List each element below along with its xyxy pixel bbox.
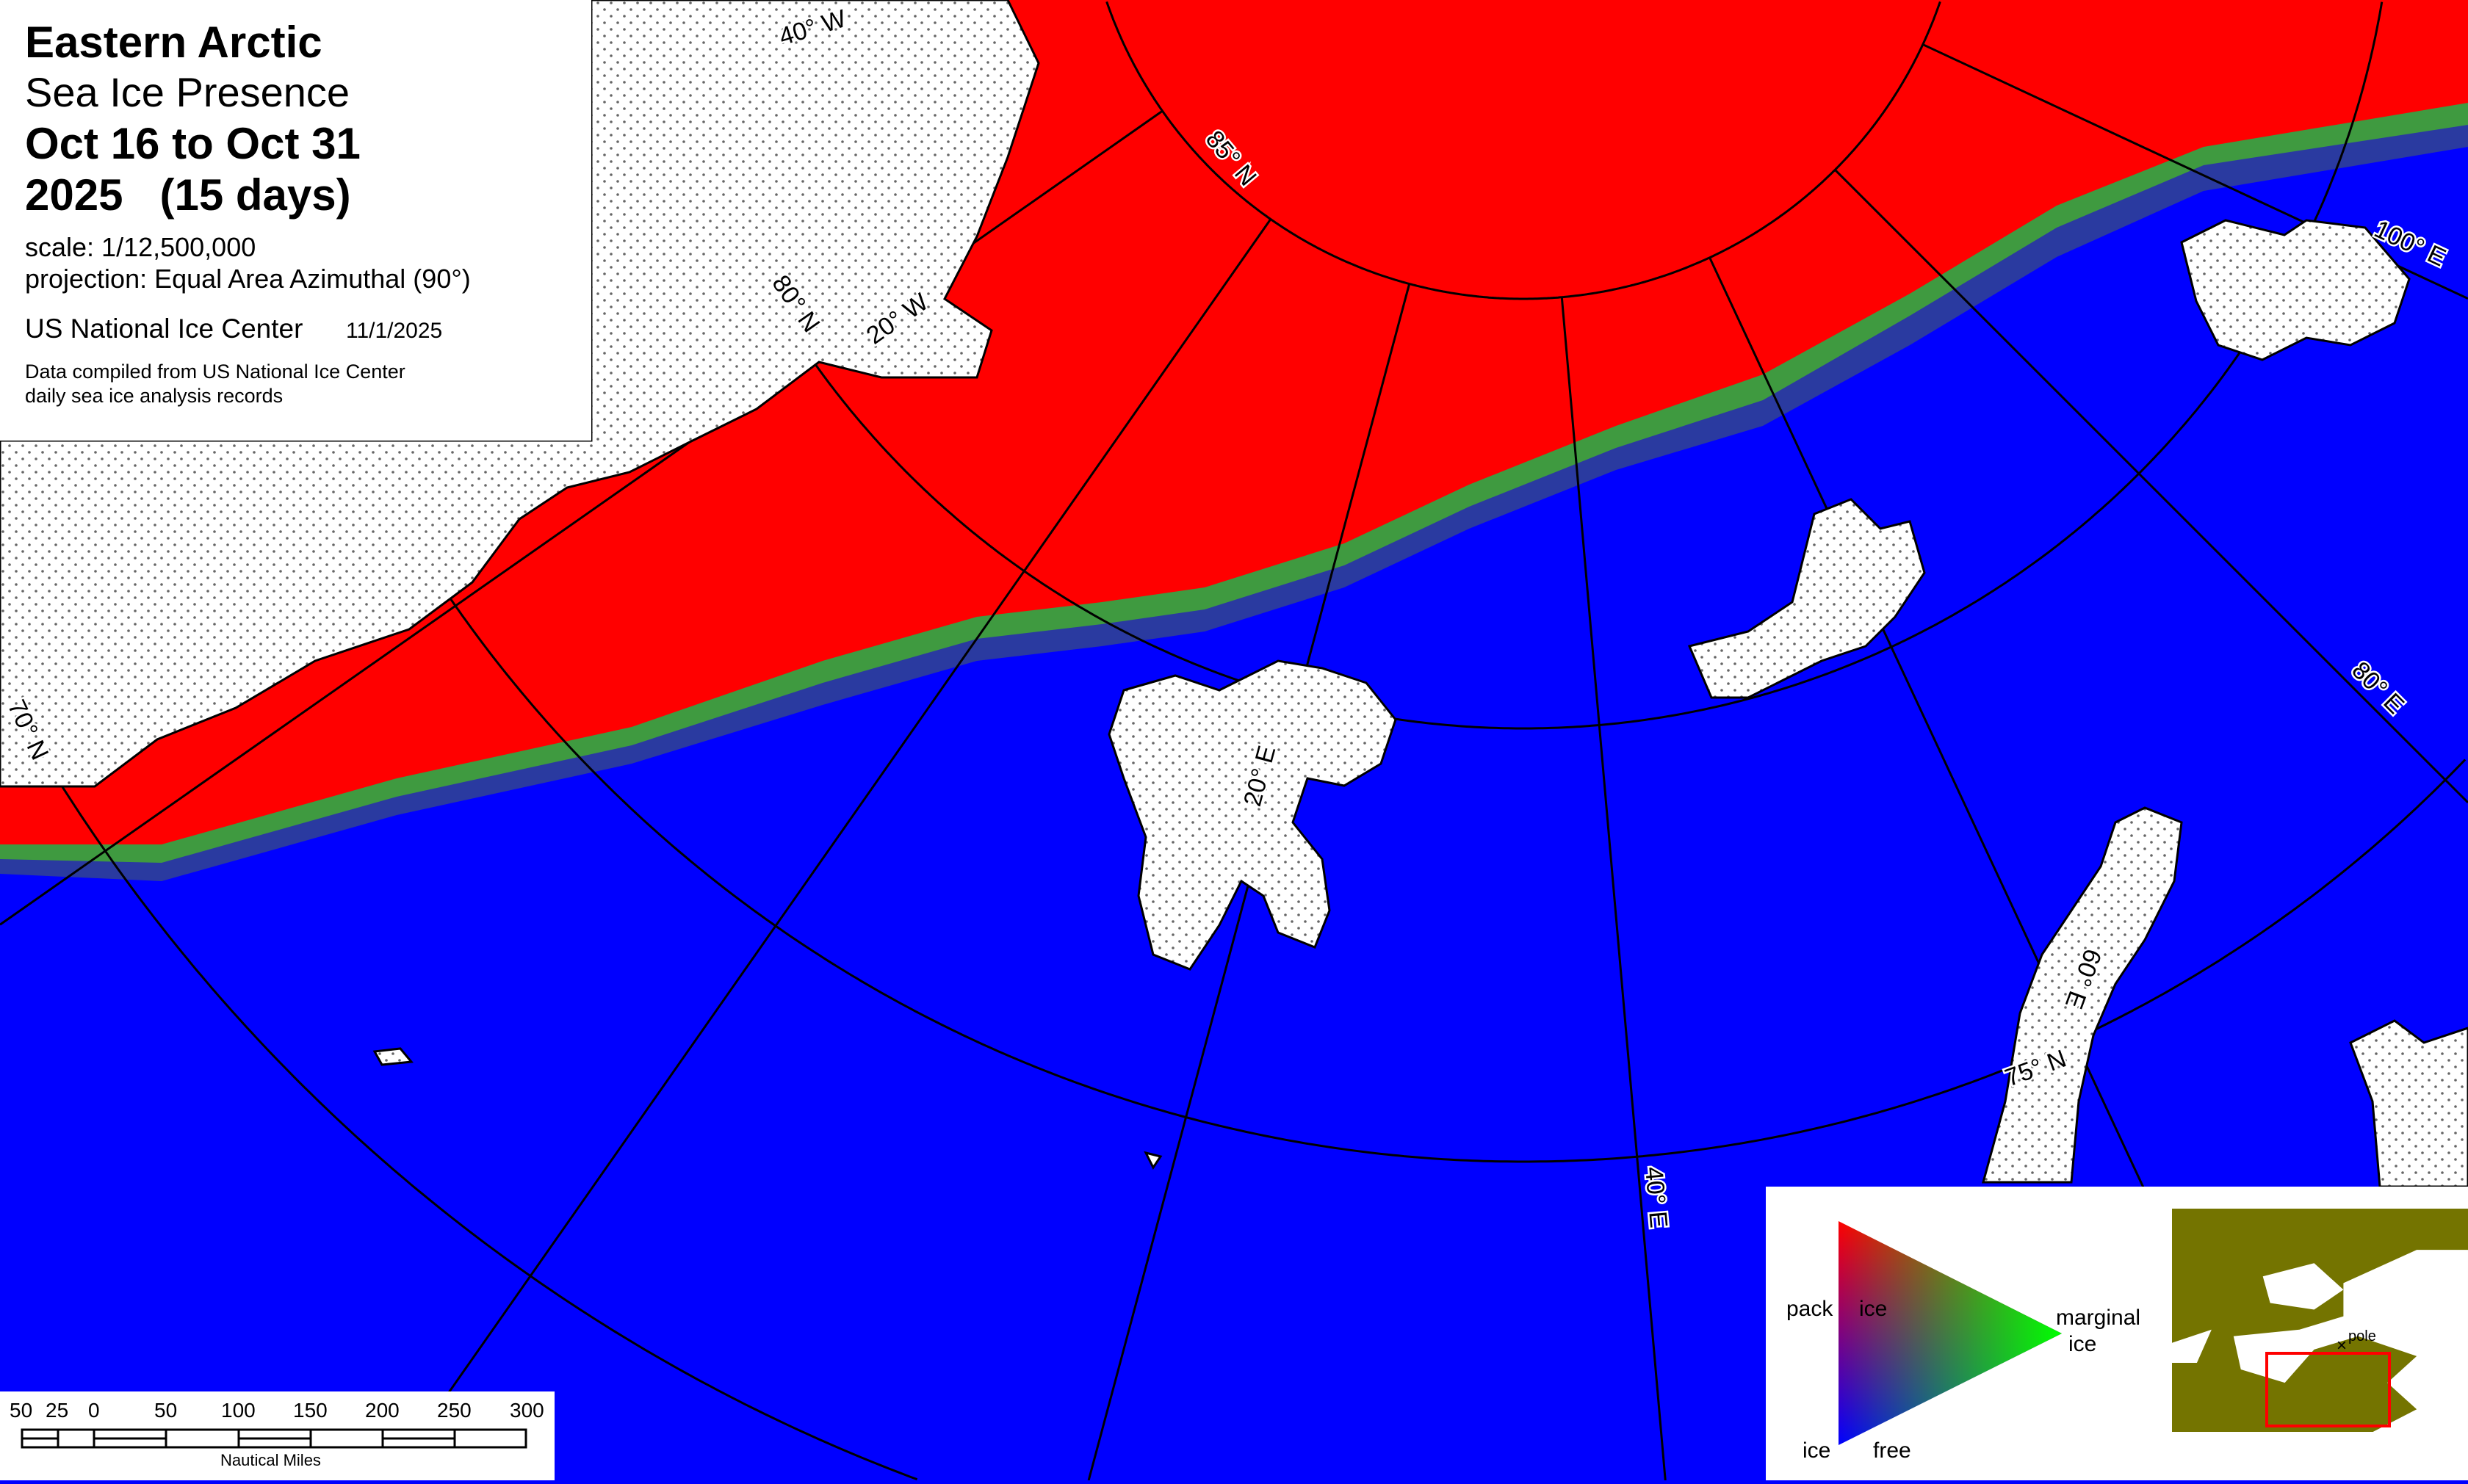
meridian-line xyxy=(1834,169,2468,804)
scale-unit: Nautical Miles xyxy=(220,1451,321,1469)
label-40e: 40° E xyxy=(1639,1165,1673,1229)
scale-tick: 50 xyxy=(10,1399,33,1422)
map-title: Eastern Arctic xyxy=(25,18,322,67)
inset-extent-box xyxy=(2265,1352,2391,1427)
meridian-line xyxy=(386,218,1272,1480)
severnaya-zemlya xyxy=(2180,219,2411,361)
legend-graphic: × xyxy=(1839,1209,2468,1445)
year-days: 2025 (15 days) xyxy=(25,170,351,220)
taymyr-coast xyxy=(2349,1019,2468,1188)
scale-tick: 25 xyxy=(46,1399,69,1422)
greenland xyxy=(0,0,1040,788)
legend-marginal-ice: ice xyxy=(2068,1332,2097,1356)
map-subtitle: Sea Ice Presence xyxy=(25,69,350,115)
land xyxy=(0,0,2468,1188)
legend-pack: pack xyxy=(1786,1297,1833,1321)
legend-pole: pole xyxy=(2348,1328,2376,1344)
legend-marginal: marginal xyxy=(2056,1306,2141,1330)
date-range: Oct 16 to Oct 31 xyxy=(25,119,361,168)
scale-tick: 200 xyxy=(365,1399,400,1422)
scale-text: scale: 1/12,500,000 xyxy=(25,232,256,262)
title-panel: Eastern Arctic Sea Ice Presence Oct 16 t… xyxy=(0,0,591,441)
scale-tick: 250 xyxy=(437,1399,472,1422)
scale-tick: 150 xyxy=(293,1399,328,1422)
pole-marker-icon: × xyxy=(2337,1336,2347,1355)
legend-panel: × pack ice marginal ice ice free pole xyxy=(1766,1187,2468,1480)
latitude-circle xyxy=(663,1,2384,730)
ice-ternary-green-overlay xyxy=(1839,1221,2062,1445)
svalbard xyxy=(1108,659,1397,971)
source-note-2: daily sea ice analysis records xyxy=(25,385,284,407)
issue-date: 11/1/2025 xyxy=(346,319,443,343)
projection-text: projection: Equal Area Azimuthal (90°) xyxy=(25,264,471,294)
scale-tick: 0 xyxy=(88,1399,100,1422)
scale-tick: 100 xyxy=(221,1399,256,1422)
scale-bar-graphic xyxy=(21,1428,527,1449)
island-small-2 xyxy=(1144,1151,1163,1170)
source-note-1: Data compiled from US National Ice Cente… xyxy=(25,361,405,383)
legend-free: free xyxy=(1873,1438,1911,1463)
legend-ice: ice xyxy=(1803,1438,1831,1463)
scale-tick: 50 xyxy=(154,1399,178,1422)
latitude-circle xyxy=(1105,1,1941,300)
scale-tick: 300 xyxy=(510,1399,544,1422)
locator-inset-map: × xyxy=(2172,1209,2468,1433)
agency-text: US National Ice Center xyxy=(25,314,303,344)
meridian-line xyxy=(1560,297,1667,1480)
latitude-circle xyxy=(1,683,918,1480)
franz-josef-land xyxy=(1687,498,1926,699)
novaya-zemlya xyxy=(1982,806,2183,1184)
legend-pack-ice: ice xyxy=(1859,1297,1888,1321)
island-small-1 xyxy=(372,1047,414,1066)
scale-bar: 50 25 0 50 100 150 200 250 300 Nautical … xyxy=(0,1391,555,1480)
